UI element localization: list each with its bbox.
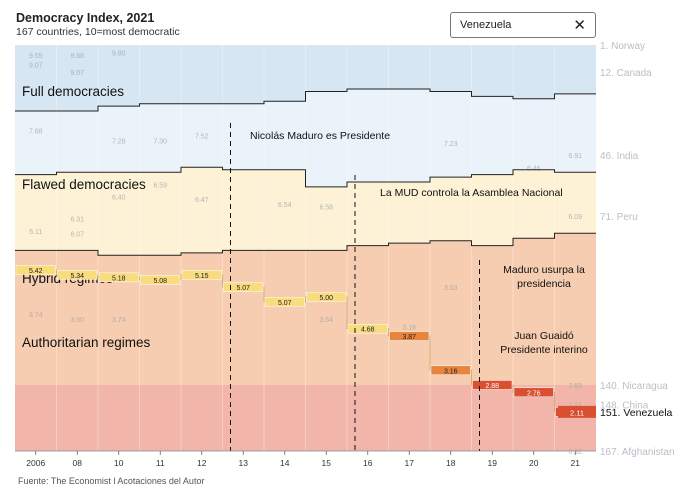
faded-value-label: 9.80 [112, 50, 126, 57]
venezuela-cell [472, 380, 513, 390]
venezuela-value-label: 5.07 [278, 300, 292, 307]
venezuela-value-label: 5.07 [236, 285, 250, 292]
regime-label-flawed: Flawed democracies [22, 177, 146, 192]
venezuela-value-label: 4.68 [361, 327, 375, 334]
x-tick-label: 21 [571, 458, 581, 468]
x-tick-label: 19 [488, 458, 498, 468]
x-tick-label: 12 [197, 458, 207, 468]
x-tick-label: 18 [446, 458, 456, 468]
faded-value-label: 6.07 [70, 231, 84, 238]
x-tick-label: 16 [363, 458, 373, 468]
faded-value-label: 6.31 [70, 217, 84, 224]
venezuela-value-label: 5.00 [319, 295, 333, 302]
boundary-flawed-hybrid [15, 166, 596, 188]
faded-value-label: 6.59 [153, 182, 167, 189]
venezuela-cell [140, 275, 181, 285]
right-label: 71. Peru [600, 212, 638, 223]
right-label: 1. Norway [600, 41, 645, 52]
venezuela-value-label: 3.87 [402, 334, 416, 341]
x-tick-label: 15 [322, 458, 332, 468]
x-tick-label: 2006 [26, 458, 45, 468]
faded-value-label: 6.40 [112, 195, 126, 202]
footer-source: Fuente: The Economist l Acotaciones del … [18, 476, 205, 486]
x-tick-label: 10 [114, 458, 124, 468]
right-label: 148. China [600, 401, 649, 412]
country-select[interactable]: Venezuela ✕ [450, 12, 596, 38]
faded-value-label: 7.52 [195, 133, 209, 140]
faded-value-label: 6.46 [527, 165, 541, 172]
right-highlight-cell [558, 405, 596, 418]
annotation-text: Juan Guaidó Presidente interino [500, 330, 588, 356]
regime-label-full: Full democracies [22, 84, 124, 99]
faded-value-label: 6.09 [568, 214, 582, 221]
venezuela-cell [57, 270, 98, 280]
faded-value-label: 9.07 [29, 63, 43, 70]
venezuela-cell [223, 282, 264, 292]
faded-value-label: 6.91 [568, 153, 582, 160]
page-subtitle: 167 countries, 10=most democratic [16, 26, 180, 38]
venezuela-value-label: 2.76 [527, 390, 541, 397]
faded-value-label: 7.68 [29, 129, 43, 136]
x-tick-label: 17 [405, 458, 415, 468]
annotation-text: Nicolás Maduro es Presidente [250, 130, 390, 142]
close-icon[interactable]: ✕ [573, 17, 586, 34]
x-tick-label: 08 [73, 458, 83, 468]
faded-value-label: 3.54 [319, 317, 333, 324]
venezuela-cell [389, 331, 430, 341]
faded-value-label: 6.54 [278, 202, 292, 209]
faded-value-label: 7.30 [153, 138, 167, 145]
faded-value-label: 6.47 [195, 197, 209, 204]
annotation-text: Maduro usurpa la presidencia [503, 264, 585, 290]
annotation-text: La MUD controla la Asamblea Nacional [380, 187, 563, 199]
venezuela-cell [306, 292, 347, 302]
faded-value-label: 3.74 [112, 317, 126, 324]
boundary-hybrid-authoritarian [15, 232, 596, 256]
venezuela-cell [347, 323, 388, 334]
faded-value-label: 9.55 [29, 53, 43, 60]
regime-label-authoritarian: Authoritarian regimes [22, 335, 151, 350]
faded-value-label: 9.68 [70, 53, 84, 60]
boundary-full-flawed [15, 88, 596, 112]
right-label-highlight: 151. Venezuela [600, 407, 673, 419]
faded-value-label: 7.23 [444, 141, 458, 148]
right-label: 12. Canada [600, 68, 652, 79]
page-title: Democracy Index, 2021 [16, 11, 155, 25]
faded-value-label: 6.11 [29, 229, 42, 236]
faded-value-label: 3.63 [444, 285, 458, 292]
right-highlight-value: 2.11 [570, 408, 584, 417]
country-select-value: Venezuela [460, 19, 512, 31]
x-tick-label: 20 [529, 458, 539, 468]
right-label: 46. India [600, 151, 639, 162]
faded-value-label: 3.60 [70, 317, 84, 324]
venezuela-value-label: 5.18 [112, 275, 126, 282]
x-tick-label: 13 [239, 458, 249, 468]
faded-value-label: 3.16 [402, 324, 416, 331]
faded-value-label: 9.07 [70, 70, 84, 77]
venezuela-cell [15, 265, 56, 275]
venezuela-cell [181, 270, 222, 280]
faded-value-label: 2.69 [568, 383, 582, 390]
faded-value-label: 3.74 [29, 312, 43, 319]
venezuela-cell [513, 387, 554, 398]
venezuela-cell [430, 365, 471, 376]
venezuela-cell [264, 297, 305, 307]
right-label: 167. Afghanistan [600, 447, 675, 458]
x-tick-label: 11 [156, 458, 165, 468]
venezuela-value-label: 5.15 [195, 273, 209, 280]
venezuela-value-label: 2.88 [485, 383, 499, 390]
venezuela-value-label: 5.34 [70, 273, 84, 280]
venezuela-cell [98, 272, 139, 283]
venezuela-value-label: 3.16 [444, 368, 458, 375]
venezuela-value-label: 5.08 [153, 278, 167, 285]
right-label: 140. Nicaragua [600, 381, 668, 392]
faded-value-label: 7.28 [112, 138, 126, 145]
x-tick-label: 14 [280, 458, 290, 468]
venezuela-value-label: 5.42 [29, 268, 43, 275]
faded-value-label: 6.58 [319, 204, 333, 211]
